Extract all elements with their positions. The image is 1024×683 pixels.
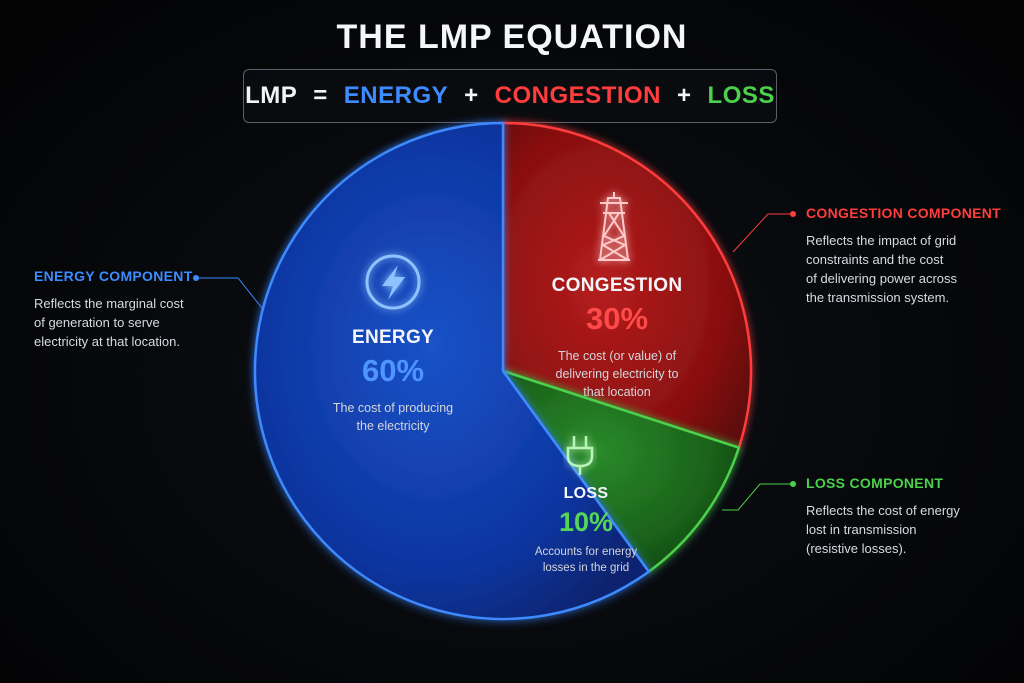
energy-callout: ENERGY COMPONENT Reflects the marginal c… <box>34 268 214 351</box>
energy-callout-line: Reflects the marginal cost <box>34 296 184 311</box>
equation-lhs: LMP <box>245 82 298 109</box>
equation-plus-1: + <box>464 82 479 109</box>
loss-segment-text: LOSS 10% Accounts for energy losses in t… <box>526 485 646 576</box>
congestion-connector-dot <box>790 211 796 217</box>
equation-equals: = <box>313 82 328 109</box>
energy-callout-heading: ENERGY COMPONENT <box>34 268 193 284</box>
loss-connector-dot <box>790 481 796 487</box>
congestion-callout: CONGESTION COMPONENT Reflects the impact… <box>806 205 1006 307</box>
loss-description: Accounts for energy losses in the grid <box>534 546 638 574</box>
energy-callout-body: Reflects the marginal cost of generation… <box>34 294 214 351</box>
loss-label: LOSS <box>563 485 609 502</box>
energy-callout-line: electricity at that location. <box>34 334 180 349</box>
energy-connector-dot <box>193 275 199 281</box>
congestion-value-label: 30% <box>585 301 649 336</box>
energy-label: ENERGY <box>351 327 435 348</box>
transmission-tower-icon <box>598 192 630 261</box>
equation-term-loss: LOSS <box>707 82 775 109</box>
energy-value-label: 60% <box>361 353 425 388</box>
loss-connector-line <box>722 483 793 511</box>
loss-callout-body: Reflects the cost of energy lost in tran… <box>806 501 1006 558</box>
energy-callout-line: of generation to serve <box>34 315 160 330</box>
loss-callout-line: Reflects the cost of energy <box>806 503 960 518</box>
equation-term-congestion: CONGESTION <box>494 82 662 109</box>
loss-callout: LOSS COMPONENT Reflects the cost of ener… <box>806 475 1006 558</box>
callout-connectors <box>193 211 796 511</box>
power-plug-icon <box>566 436 594 475</box>
loss-callout-line: lost in transmission <box>806 522 917 537</box>
loss-value-label: 10% <box>558 507 614 537</box>
loss-callout-line: (resistive losses). <box>806 541 907 556</box>
congestion-label: CONGESTION <box>551 275 683 296</box>
loss-callout-heading: LOSS COMPONENT <box>806 475 944 491</box>
energy-description: The cost of producing the electricity <box>332 401 454 433</box>
pie-slice-energy <box>253 121 651 621</box>
equation-term-energy: ENERGY <box>343 82 449 109</box>
congestion-callout-line: of delivering power across <box>806 271 958 286</box>
congestion-callout-heading: CONGESTION COMPONENT <box>806 205 1002 221</box>
equation-box: LMP = ENERGY + CONGESTION + LOSS <box>243 69 777 123</box>
congestion-callout-line: the transmission system. <box>806 290 950 305</box>
congestion-callout-body: Reflects the impact of grid constraints … <box>806 231 1006 307</box>
pie-slice-loss <box>501 369 741 573</box>
lightning-bolt-icon <box>365 254 421 310</box>
energy-segment-text: ENERGY 60% The cost of producing the ele… <box>318 327 468 435</box>
congestion-description: The cost (or value) of delivering electr… <box>555 349 679 399</box>
congestion-callout-line: constraints and the cost <box>806 252 944 267</box>
congestion-segment-text: CONGESTION 30% The cost (or value) of de… <box>537 275 697 401</box>
equation-plus-2: + <box>677 82 692 109</box>
congestion-callout-line: Reflects the impact of grid <box>806 233 957 248</box>
pie-slice-congestion <box>501 121 753 449</box>
congestion-connector-line <box>732 213 793 253</box>
energy-connector-line <box>196 277 263 309</box>
pie-slices <box>253 121 753 621</box>
page-title: THE LMP EQUATION <box>336 18 688 56</box>
